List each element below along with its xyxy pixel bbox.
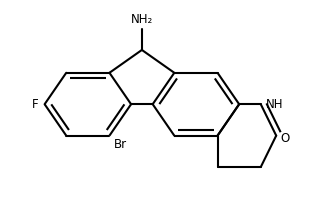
Text: NH: NH	[266, 98, 283, 111]
Text: NH₂: NH₂	[131, 13, 153, 26]
Text: F: F	[32, 98, 39, 111]
Text: O: O	[281, 132, 290, 145]
Text: Br: Br	[114, 138, 127, 151]
